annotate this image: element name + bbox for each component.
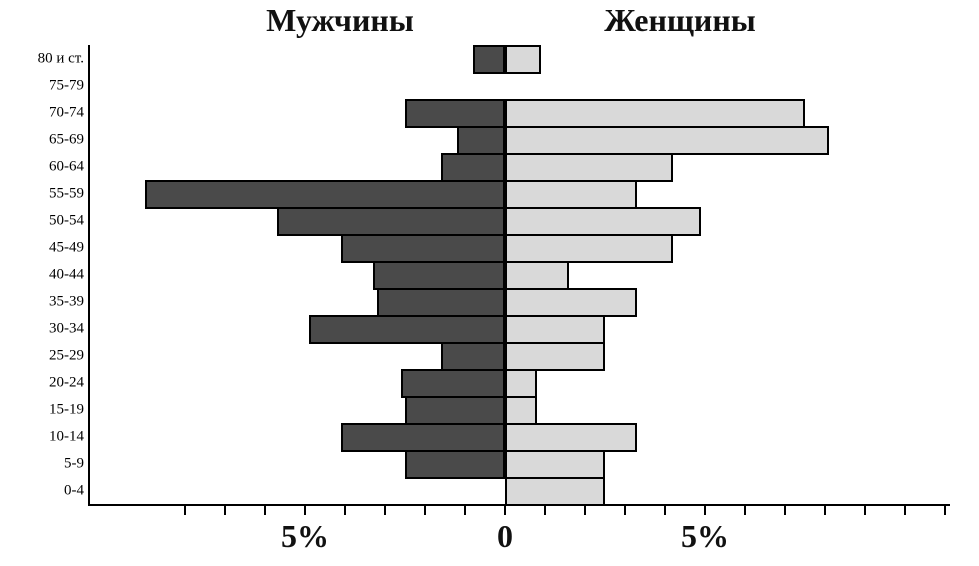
bar-men-30-34 xyxy=(309,315,505,344)
bar-women-20-24 xyxy=(505,369,537,398)
y-axis-label-80: 80 и ст. xyxy=(37,50,84,66)
bar-men-35-39 xyxy=(377,288,505,317)
y-axis-label-40-44: 40-44 xyxy=(49,266,84,282)
y-axis-label-65-69: 65-69 xyxy=(49,131,84,147)
x-axis-tick-label-left-5: 5% xyxy=(281,518,329,554)
x-axis-tick xyxy=(744,506,746,515)
bar-men-15-19 xyxy=(405,396,505,425)
y-axis-label-25-29: 25-29 xyxy=(49,347,84,363)
x-axis-tick xyxy=(704,506,706,515)
bar-men-60-64 xyxy=(441,153,505,182)
y-axis-label-30-34: 30-34 xyxy=(49,320,84,336)
bar-women-10-14 xyxy=(505,423,637,452)
x-axis-tick xyxy=(944,506,946,515)
bar-men-65-69 xyxy=(457,126,505,155)
y-axis-label-20-24: 20-24 xyxy=(49,374,84,390)
bar-women-0-4 xyxy=(505,477,605,506)
bar-women-35-39 xyxy=(505,288,637,317)
x-axis-tick xyxy=(184,506,186,515)
x-axis-tick xyxy=(304,506,306,515)
x-axis-tick xyxy=(584,506,586,515)
y-axis-line xyxy=(88,45,90,506)
x-axis-tick xyxy=(384,506,386,515)
x-axis-tick xyxy=(224,506,226,515)
bar-women-80 xyxy=(505,45,541,74)
y-axis-label-60-64: 60-64 xyxy=(49,158,84,174)
bar-women-25-29 xyxy=(505,342,605,371)
x-axis-tick xyxy=(544,506,546,515)
y-axis-label-55-59: 55-59 xyxy=(49,185,84,201)
x-axis-tick xyxy=(784,506,786,515)
bar-men-70-74 xyxy=(405,99,505,128)
y-axis-label-10-14: 10-14 xyxy=(49,428,84,444)
x-axis-tick xyxy=(264,506,266,515)
bar-men-5-9 xyxy=(405,450,505,479)
bar-women-60-64 xyxy=(505,153,673,182)
x-axis-tick xyxy=(864,506,866,515)
y-axis-label-75-79: 75-79 xyxy=(49,77,84,93)
bar-men-20-24 xyxy=(401,369,505,398)
bar-men-40-44 xyxy=(373,261,505,290)
chart-title-women: Женщины xyxy=(604,2,756,38)
bar-women-5-9 xyxy=(505,450,605,479)
bar-men-45-49 xyxy=(341,234,505,263)
x-axis-tick-label-right-5: 5% xyxy=(681,518,729,554)
bar-women-50-54 xyxy=(505,207,701,236)
bar-women-65-69 xyxy=(505,126,829,155)
bar-men-80 xyxy=(473,45,505,74)
x-axis-tick-label-zero: 0 xyxy=(497,518,513,554)
y-axis-label-50-54: 50-54 xyxy=(49,212,84,228)
bar-women-15-19 xyxy=(505,396,537,425)
x-axis-tick xyxy=(464,506,466,515)
x-axis-tick xyxy=(504,506,506,515)
bar-men-50-54 xyxy=(277,207,505,236)
bar-men-25-29 xyxy=(441,342,505,371)
x-axis-tick xyxy=(344,506,346,515)
bar-women-45-49 xyxy=(505,234,673,263)
bar-women-70-74 xyxy=(505,99,805,128)
y-axis-label-15-19: 15-19 xyxy=(49,401,84,417)
x-axis-tick xyxy=(664,506,666,515)
y-axis-label-70-74: 70-74 xyxy=(49,104,84,120)
bar-women-55-59 xyxy=(505,180,637,209)
y-axis-label-45-49: 45-49 xyxy=(49,239,84,255)
bar-women-30-34 xyxy=(505,315,605,344)
chart-title-men: Мужчины xyxy=(266,2,414,38)
bar-men-55-59 xyxy=(145,180,505,209)
bar-women-40-44 xyxy=(505,261,569,290)
x-axis-tick xyxy=(424,506,426,515)
x-axis-tick xyxy=(904,506,906,515)
y-axis-label-5-9: 5-9 xyxy=(64,455,84,471)
x-axis-tick xyxy=(824,506,826,515)
bar-men-10-14 xyxy=(341,423,505,452)
y-axis-label-0-4: 0-4 xyxy=(64,482,84,498)
x-axis-tick xyxy=(624,506,626,515)
y-axis-label-35-39: 35-39 xyxy=(49,293,84,309)
